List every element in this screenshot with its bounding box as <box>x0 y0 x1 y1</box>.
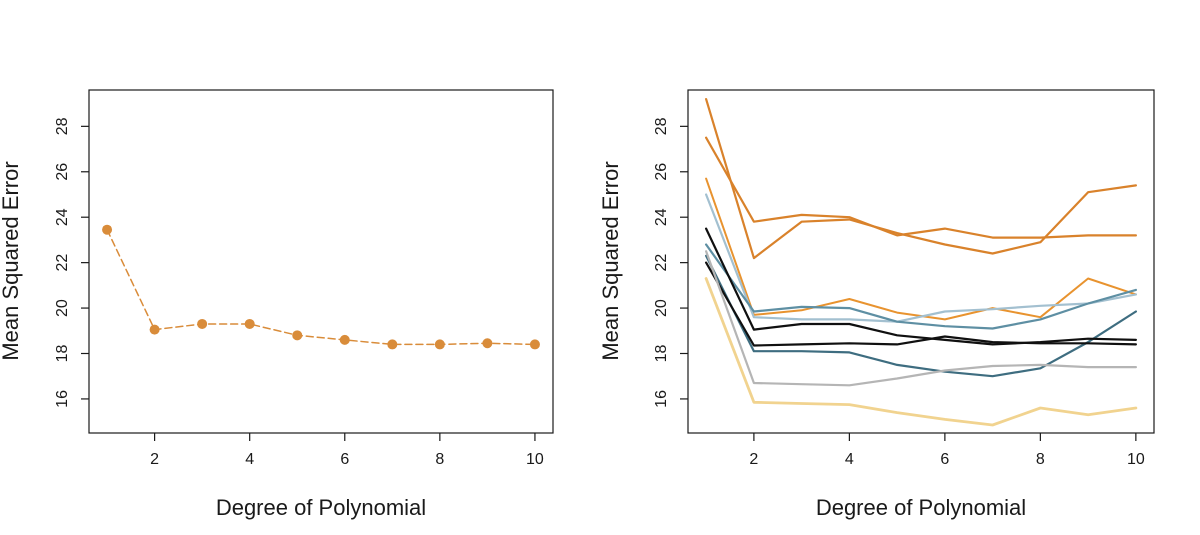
left-series-layer <box>102 224 540 350</box>
right-series-line-7 <box>704 227 1138 346</box>
left-y-tick-label: 28 <box>54 117 71 135</box>
left-data-point <box>292 330 303 341</box>
right-series-line-3 <box>705 177 1137 321</box>
right-x-axis: 2 4 6 8 10 <box>749 433 1145 468</box>
right-series-line-8 <box>704 261 1138 347</box>
left-data-point <box>102 224 113 235</box>
left-plot-frame <box>88 89 554 434</box>
right-y-axis: 16 18 20 22 24 26 28 <box>653 117 688 408</box>
right-series-line-10 <box>704 277 1138 427</box>
left-y-tick-label: 22 <box>54 254 71 272</box>
left-data-point <box>244 318 255 329</box>
left-data-point <box>339 334 350 345</box>
right-series-line-1 <box>704 97 1138 260</box>
left-data-point <box>482 338 493 349</box>
left-data-point <box>197 318 208 329</box>
left-x-tick-label: 10 <box>526 451 544 468</box>
right-series-line-2 <box>704 136 1138 239</box>
left-data-point <box>149 324 160 335</box>
left-y-axis: 16 18 20 22 24 26 28 <box>54 117 89 408</box>
right-y-tick-label: 20 <box>653 299 670 317</box>
left-data-point <box>387 339 398 350</box>
left-data-point <box>529 339 540 350</box>
left-x-axis-label: Degree of Polynomial <box>216 495 426 520</box>
left-series-line-1 <box>106 228 536 346</box>
right-y-tick-label: 18 <box>653 344 670 362</box>
right-y-tick-label: 16 <box>653 390 670 408</box>
right-y-tick-label: 28 <box>653 117 670 135</box>
left-y-tick-label: 26 <box>54 163 71 181</box>
right-series-layer <box>704 97 1138 427</box>
left-x-tick-label: 4 <box>245 451 254 468</box>
left-y-axis-label: Mean Squared Error <box>0 161 23 360</box>
left-y-tick-label: 24 <box>54 208 71 226</box>
right-y-tick-label: 26 <box>653 163 670 181</box>
left-y-tick-label: 20 <box>54 299 71 317</box>
right-y-tick-label: 22 <box>653 254 670 272</box>
right-x-tick-label: 10 <box>1127 451 1145 468</box>
right-x-tick-label: 6 <box>940 451 949 468</box>
left-x-tick-label: 6 <box>340 451 349 468</box>
left-x-tick-label: 2 <box>150 451 159 468</box>
right-y-tick-label: 24 <box>653 208 670 226</box>
right-x-tick-label: 2 <box>749 451 758 468</box>
left-x-tick-label: 8 <box>435 451 444 468</box>
left-y-tick-label: 18 <box>54 344 71 362</box>
right-x-tick-label: 8 <box>1036 451 1045 468</box>
right-series-line-4 <box>704 193 1138 323</box>
left-data-point <box>434 339 445 350</box>
right-plot-frame <box>687 89 1155 434</box>
left-y-tick-label: 16 <box>54 390 71 408</box>
right-series-line-5 <box>704 243 1138 330</box>
right-x-tick-label: 4 <box>845 451 854 468</box>
right-y-axis-label: Mean Squared Error <box>598 161 623 360</box>
right-series-line-9 <box>704 250 1138 387</box>
right-series-line-6 <box>704 254 1138 378</box>
right-x-axis-label: Degree of Polynomial <box>816 495 1026 520</box>
left-x-axis: 2 4 6 8 10 <box>150 433 544 468</box>
